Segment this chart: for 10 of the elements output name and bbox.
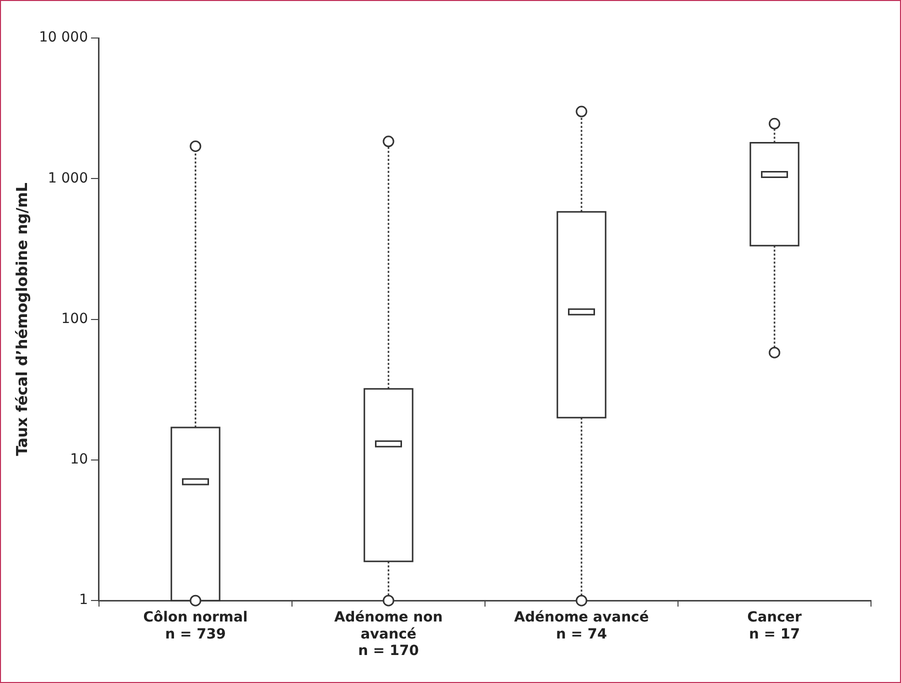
y-tick-label: 10 000 [38,30,88,46]
x-tick-label: Adénome non avancé n = 170 [334,610,443,660]
x-tick-label: Adénome avancé n = 74 [514,610,649,642]
y-axis-title: Taux fécal d’hémoglobine ng/mL [12,182,31,456]
x-tick-label: Cancer n = 17 [747,610,802,642]
y-tick-label: 10 [70,452,88,468]
y-tick-label: 100 [61,310,88,327]
y-tick-label: 1 [79,592,88,608]
y-tick-label: 1 000 [48,170,88,186]
x-tick-label: Côlon normal n = 739 [143,610,248,642]
